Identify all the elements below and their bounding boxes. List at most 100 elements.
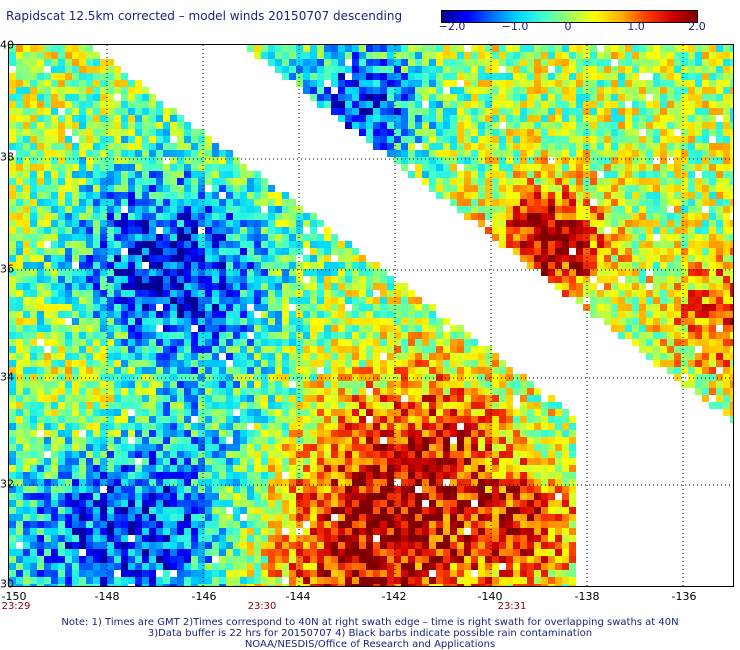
swath-pixel [198, 283, 205, 290]
swath-pixel [282, 381, 289, 388]
swath-pixel [184, 423, 191, 430]
swath-pixel [520, 458, 527, 465]
swath-pixel [79, 367, 86, 374]
swath-pixel [436, 416, 443, 423]
swath-pixel [520, 465, 527, 472]
swath-pixel [443, 59, 450, 66]
swath-pixel [604, 45, 611, 52]
swath-pixel [422, 73, 429, 80]
swath-pixel [219, 269, 226, 276]
swath-pixel [149, 143, 156, 150]
swath-pixel [58, 479, 65, 486]
swath-pixel [520, 157, 527, 164]
swath-pixel [247, 346, 254, 353]
swath-pixel [100, 430, 107, 437]
swath-pixel [653, 192, 660, 199]
swath-pixel [534, 101, 541, 108]
swath-pixel [149, 332, 156, 339]
swath-pixel [149, 262, 156, 269]
swath-pixel [331, 80, 338, 87]
swath-pixel [576, 290, 583, 297]
swath-pixel [674, 360, 681, 367]
swath-pixel [485, 402, 492, 409]
swath-pixel [506, 101, 513, 108]
swath-pixel [450, 136, 457, 143]
swath-pixel [394, 395, 401, 402]
swath-pixel [23, 122, 30, 129]
swath-pixel [219, 171, 226, 178]
swath-pixel [9, 129, 16, 136]
swath-pixel [366, 360, 373, 367]
swath-pixel [359, 374, 366, 381]
swath-pixel [534, 213, 541, 220]
swath-pixel [282, 276, 289, 283]
swath-pixel [562, 122, 569, 129]
swath-pixel [100, 101, 107, 108]
swath-pixel [681, 115, 688, 122]
swath-pixel [506, 185, 513, 192]
swath-pixel [380, 129, 387, 136]
swath-pixel [72, 192, 79, 199]
swath-pixel [9, 311, 16, 318]
swath-pixel [548, 94, 555, 101]
swath-pixel [380, 332, 387, 339]
swath-pixel [345, 402, 352, 409]
swath-pixel [212, 185, 219, 192]
swath-pixel [324, 416, 331, 423]
swath-pixel [261, 262, 268, 269]
swath-pixel [9, 276, 16, 283]
swath-pixel [527, 192, 534, 199]
swath-pixel [527, 241, 534, 248]
swath-pixel [667, 192, 674, 199]
swath-pixel [646, 66, 653, 73]
swath-pixel [716, 206, 723, 213]
swath-pixel [730, 59, 733, 66]
swath-pixel [303, 353, 310, 360]
swath-pixel [331, 458, 338, 465]
swath-pixel [534, 206, 541, 213]
swath-pixel [506, 80, 513, 87]
swath-pixel [576, 206, 583, 213]
swath-pixel [142, 444, 149, 451]
swath-pixel [226, 423, 233, 430]
swath-pixel [373, 346, 380, 353]
swath-pixel [590, 290, 597, 297]
swath-pixel [86, 451, 93, 458]
swath-pixel [44, 276, 51, 283]
swath-pixel [107, 437, 114, 444]
swath-pixel [184, 269, 191, 276]
swath-pixel [527, 206, 534, 213]
swath-pixel [58, 444, 65, 451]
swath-pixel [149, 451, 156, 458]
swath-pixel [275, 220, 282, 227]
swath-pixel [16, 94, 23, 101]
swath-pixel [93, 325, 100, 332]
swath-pixel [723, 115, 730, 122]
swath-pixel [212, 164, 219, 171]
swath-pixel [93, 381, 100, 388]
swath-pixel [429, 52, 436, 59]
swath-pixel [422, 402, 429, 409]
swath-pixel [667, 164, 674, 171]
swath-pixel [478, 472, 485, 479]
swath-pixel [415, 451, 422, 458]
swath-pixel [422, 318, 429, 325]
swath-pixel [625, 262, 632, 269]
swath-pixel [345, 444, 352, 451]
swath-pixel [177, 423, 184, 430]
swath-pixel [485, 108, 492, 115]
swath-pixel [317, 451, 324, 458]
swath-pixel [282, 458, 289, 465]
swath-pixel [72, 108, 79, 115]
swath-pixel [450, 332, 457, 339]
swath-pixel [219, 381, 226, 388]
swath-pixel [184, 465, 191, 472]
swath-pixel [107, 178, 114, 185]
swath-pixel [688, 129, 695, 136]
swath-pixel [100, 150, 107, 157]
swath-pixel [702, 262, 709, 269]
swath-pixel [667, 150, 674, 157]
swath-pixel [107, 220, 114, 227]
swath-pixel [107, 73, 114, 80]
swath-pixel [702, 178, 709, 185]
